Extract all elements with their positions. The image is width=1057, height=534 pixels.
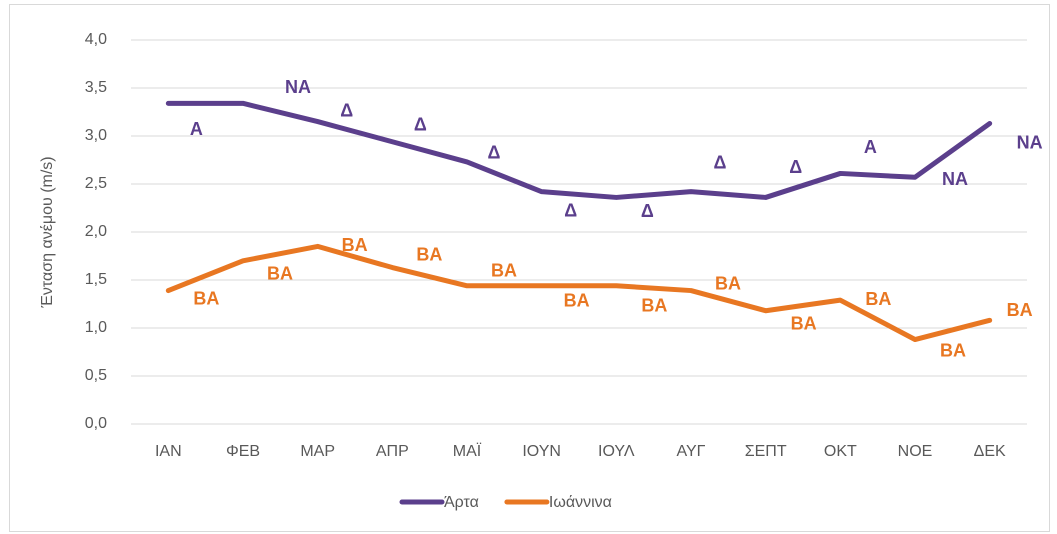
point-label: Δ: [340, 100, 353, 120]
legend-label: Άρτα: [444, 494, 479, 511]
point-label: ΝΑ: [942, 169, 968, 189]
y-tick-label: 2,5: [85, 175, 107, 192]
y-tick-label: 3,0: [85, 127, 107, 144]
x-tick-label: ΝΟΕ: [898, 443, 933, 460]
point-label: Δ: [714, 152, 727, 172]
point-label: ΒΑ: [342, 235, 368, 255]
x-tick-label: ΟΚΤ: [824, 443, 857, 460]
line-series: [165, 100, 993, 200]
x-tick-label: ΜΑΪ: [453, 442, 482, 460]
y-tick-label: 2,0: [85, 223, 107, 240]
point-label: ΒΑ: [267, 264, 293, 284]
point-label: Δ: [414, 115, 427, 135]
point-label: ΒΑ: [1007, 300, 1033, 320]
point-label: ΒΑ: [791, 313, 817, 333]
point-label: ΒΑ: [193, 288, 219, 308]
point-label: ΝΑ: [285, 77, 311, 97]
point-label: Δ: [488, 143, 501, 163]
point-label: ΒΑ: [564, 291, 590, 311]
point-label: ΒΑ: [715, 273, 741, 293]
x-tick-label: ΙΟΥΛ: [598, 443, 635, 460]
y-tick-label: 1,5: [85, 271, 107, 288]
point-label: Α: [864, 137, 877, 157]
point-label: Δ: [789, 157, 802, 177]
point-label: ΒΑ: [416, 244, 442, 264]
x-tick-label: ΔΕΚ: [974, 443, 1006, 460]
y-tick-label: 0,0: [85, 415, 107, 432]
point-label: Α: [190, 119, 203, 139]
chart-frame: [9, 4, 1050, 532]
point-label: ΒΑ: [641, 296, 667, 316]
line-series: [165, 243, 993, 343]
point-label: ΒΑ: [491, 261, 517, 281]
y-tick-label: 1,0: [85, 319, 107, 336]
x-tick-label: ΙΑΝ: [155, 443, 182, 460]
x-tick-label: ΦΕΒ: [226, 443, 260, 460]
point-label: ΒΑ: [865, 289, 891, 309]
y-axis-title: Ένταση ανέμου (m/s): [39, 156, 56, 308]
y-tick-label: 4,0: [85, 31, 107, 48]
x-tick-label: ΙΟΥΝ: [522, 443, 561, 460]
y-tick-label: 3,5: [85, 79, 107, 96]
x-tick-label: ΣΕΠΤ: [745, 443, 787, 460]
point-label: Δ: [564, 200, 577, 220]
x-tick-label: ΑΠΡ: [376, 443, 409, 460]
point-label: ΝΑ: [1017, 132, 1043, 152]
legend-label: Ιωάννινα: [549, 494, 612, 511]
point-label: ΒΑ: [940, 340, 966, 360]
point-label: Δ: [641, 201, 654, 221]
x-tick-label: ΜΑΡ: [300, 443, 335, 460]
x-tick-label: ΑΥΓ: [677, 443, 706, 460]
y-tick-label: 0,5: [85, 367, 107, 384]
